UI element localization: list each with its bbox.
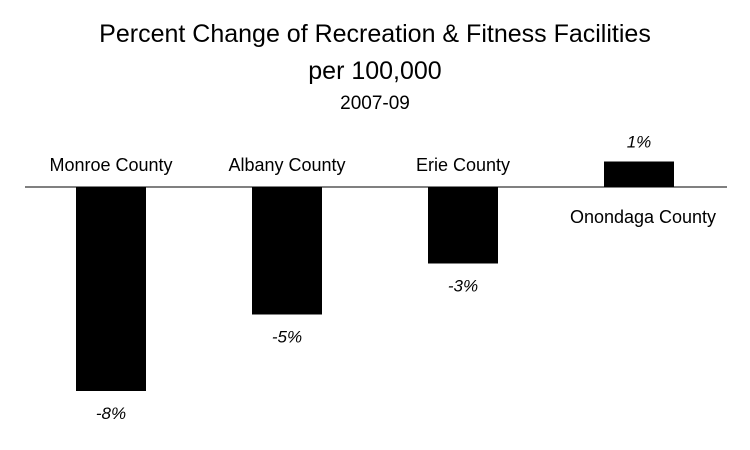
data-label-2: -3% <box>448 277 478 296</box>
category-label-3: Onondaga County <box>570 207 716 227</box>
data-label-3: 1% <box>627 133 652 152</box>
data-label-1: -5% <box>272 328 302 347</box>
category-label-2: Erie County <box>416 155 510 175</box>
data-label-0: -8% <box>96 404 126 423</box>
chart-title: Percent Change of Recreation & Fitness F… <box>99 20 651 48</box>
bar-1 <box>252 187 322 315</box>
bar-2 <box>428 187 498 264</box>
chart-title-line-2: per 100,000 <box>308 57 442 85</box>
chart-subtitle: 2007-09 <box>340 93 410 114</box>
bar-0 <box>76 187 146 391</box>
bar-3 <box>604 161 674 187</box>
category-label-1: Albany County <box>228 155 345 175</box>
category-label-0: Monroe County <box>49 155 172 175</box>
